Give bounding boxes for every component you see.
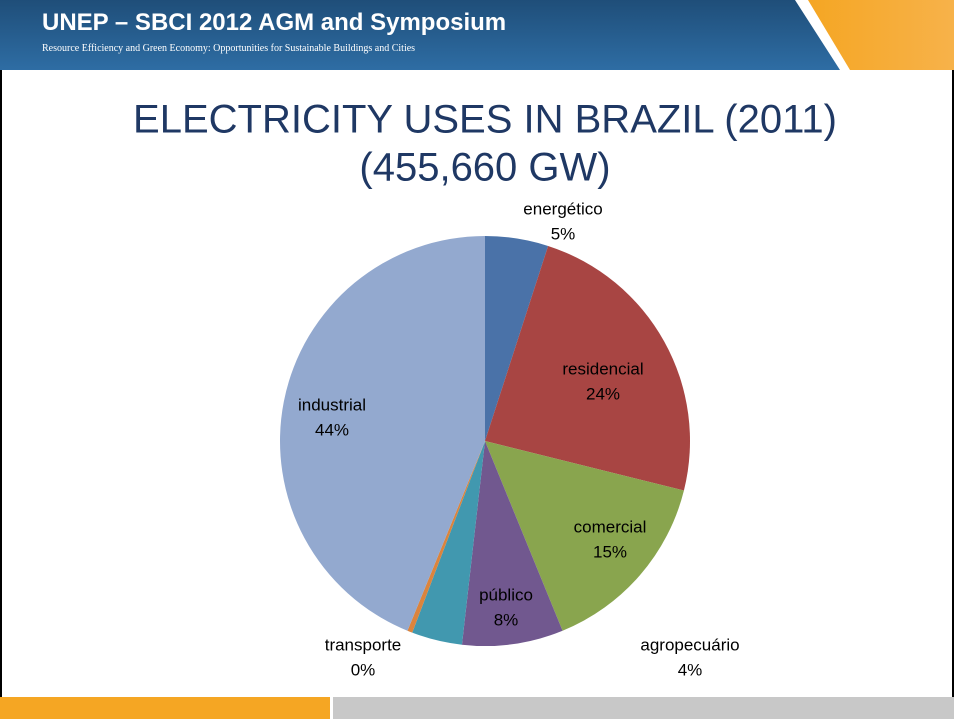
slice-value-label: 5% [551,224,576,243]
pie-slice [461,441,563,646]
slice-value-label: 8% [494,610,519,629]
pie-slice [280,236,485,631]
footer-gray [333,697,954,719]
slice-label: público [479,585,533,604]
chart-subtitle: (455,660 GW) [359,146,610,190]
slice-value-label: 0% [351,660,376,679]
pie-slice [412,441,485,645]
slice-label: industrial [298,395,366,414]
header-accent [808,0,954,70]
header-title: UNEP – SBCI 2012 AGM and Symposium [42,9,506,36]
slice-value-label: 4% [678,660,703,679]
slice-label: energético [523,199,602,218]
slice-label: residencial [562,359,643,378]
slice-label: transporte [325,635,402,654]
header-bar [0,0,954,70]
slice-value-label: 15% [593,542,627,561]
pie-slice [485,236,549,441]
pie-slice [407,441,485,633]
slice-value-label: 24% [586,384,620,403]
footer-orange [0,697,330,719]
header-subtitle: Resource Efficiency and Green Economy: O… [42,43,415,54]
chart-title: ELECTRICITY USES IN BRAZIL (2011) [133,98,837,142]
pie-slice [485,441,684,631]
pie-slice [485,245,690,491]
slice-value-label: 44% [315,420,349,439]
slice-label: agropecuário [640,635,739,654]
slice-label: comercial [574,517,647,536]
